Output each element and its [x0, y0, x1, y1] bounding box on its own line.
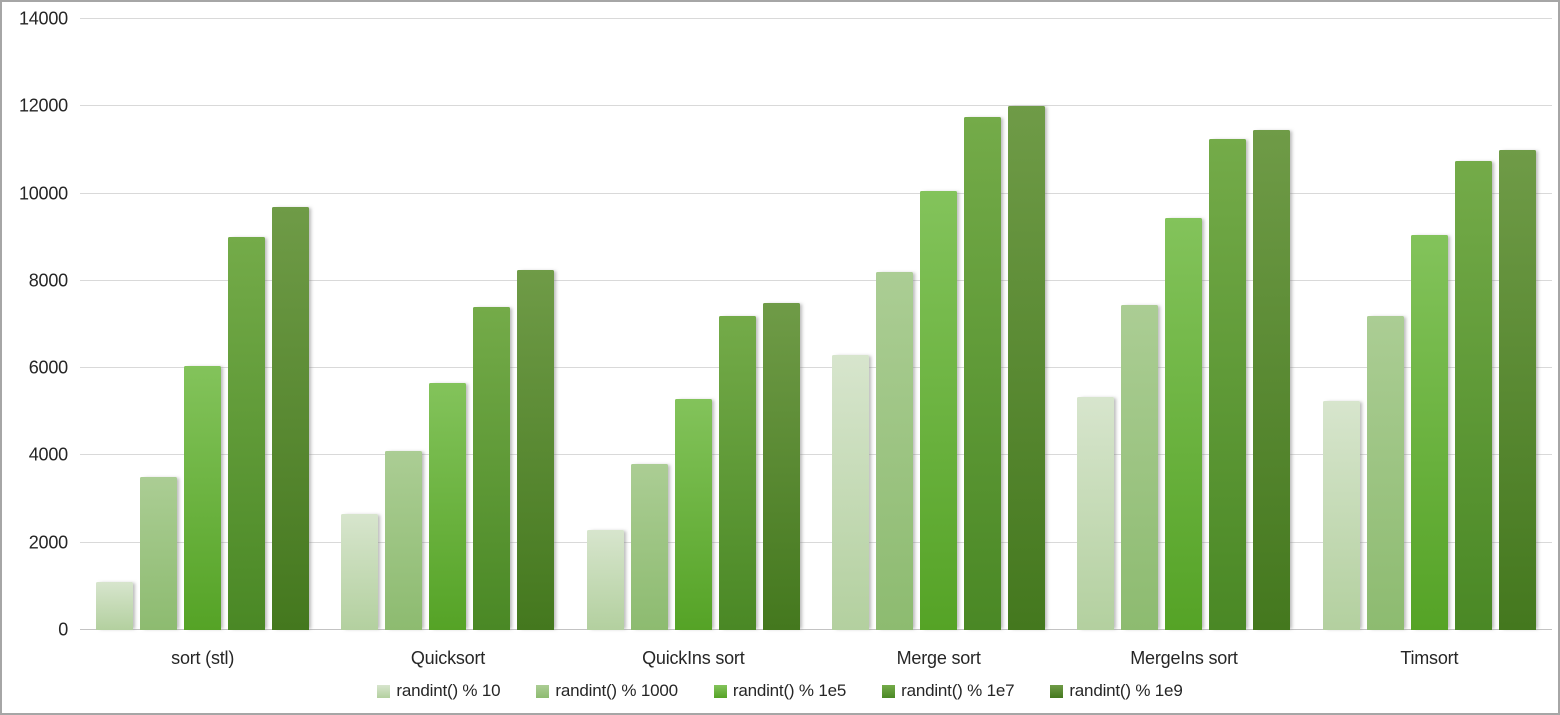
bar-series-5 — [517, 269, 555, 630]
x-axis-category-label: MergeIns sort — [1130, 648, 1238, 668]
x-axis-category-label: Timsort — [1400, 648, 1459, 668]
bar-series-4 — [964, 117, 1002, 630]
plot-area — [80, 18, 1552, 630]
bar-series-2 — [876, 272, 914, 630]
legend-item: randint() % 1e9 — [1050, 681, 1183, 701]
bar-series-1 — [832, 355, 870, 630]
bar-series-5 — [272, 206, 310, 630]
y-axis-tick-label: 4000 — [28, 444, 68, 465]
bar-series-4 — [473, 307, 511, 630]
legend-item: randint() % 1e7 — [882, 681, 1015, 701]
bar-group-sort-stl- — [80, 19, 325, 630]
bar-group-timsort — [1307, 19, 1552, 630]
y-axis-tick-label: 12000 — [18, 95, 68, 116]
gridline — [80, 192, 1552, 194]
legend-item: randint() % 1e5 — [713, 681, 847, 701]
bar-series-1 — [1077, 396, 1115, 630]
legend-label: randint() % 1000 — [555, 681, 678, 700]
bar-series-3 — [184, 365, 222, 630]
y-axis-tick-label: 14000 — [18, 8, 68, 29]
bar-groups-container — [80, 19, 1552, 630]
legend-swatch-icon — [882, 684, 896, 698]
bar-series-4 — [1209, 139, 1247, 630]
x-axis-category-label: sort (stl) — [171, 648, 235, 668]
bar-series-3 — [920, 191, 958, 630]
bar-series-3 — [674, 398, 712, 630]
bar-series-5 — [1498, 149, 1536, 630]
legend-item: randint() % 1000 — [536, 681, 678, 701]
gridline — [80, 541, 1552, 543]
bar-group-mergeins-sort — [1061, 19, 1306, 630]
legend-swatch-icon — [1050, 684, 1064, 698]
y-axis: 0 2000 4000 6000 8000 10000 12000 14000 — [2, 2, 72, 713]
bar-series-1 — [96, 582, 134, 630]
bar-group-quicksort — [325, 19, 570, 630]
y-axis-tick-label: 8000 — [28, 270, 68, 291]
bar-series-4 — [718, 315, 756, 630]
bar-series-4 — [228, 237, 266, 630]
y-axis-tick-label: 6000 — [28, 357, 68, 378]
gridline — [80, 18, 1552, 19]
x-axis-category-label: QuickIns sort — [642, 648, 745, 668]
legend-label: randint() % 1e5 — [732, 681, 847, 700]
bar-series-2 — [385, 451, 423, 630]
x-axis-line — [80, 629, 1552, 630]
bar-series-5 — [1253, 130, 1291, 630]
x-axis-category-label: Quicksort — [410, 648, 486, 668]
x-axis-category-label: Merge sort — [896, 648, 981, 668]
bar-series-3 — [1165, 217, 1203, 630]
legend-label: randint() % 1e7 — [901, 681, 1015, 700]
bar-series-1 — [1322, 400, 1360, 630]
bar-series-4 — [1454, 160, 1492, 630]
gridline — [80, 279, 1552, 281]
legend-item: randint() % 10 — [377, 681, 501, 701]
bar-group-merge-sort — [816, 19, 1061, 630]
bar-series-3 — [1410, 235, 1448, 630]
bar-series-2 — [140, 477, 178, 630]
bar-series-1 — [341, 514, 379, 630]
x-axis: sort (stl) Quicksort QuickIns sort Merge so… — [80, 634, 1552, 669]
legend: randint() % 10 randint() % 1000 randint() … — [2, 681, 1558, 701]
y-axis-tick-label: 10000 — [18, 183, 68, 204]
bar-series-1 — [586, 529, 624, 630]
gridline — [80, 454, 1552, 456]
gridline — [80, 105, 1552, 107]
bar-series-2 — [1121, 304, 1159, 630]
legend-swatch-icon — [713, 684, 727, 698]
bar-series-3 — [429, 383, 467, 630]
bar-group-quickins-sort — [571, 19, 816, 630]
gridline — [80, 367, 1552, 369]
legend-label: randint() % 1e9 — [1069, 681, 1183, 700]
bar-series-2 — [1366, 315, 1404, 630]
y-axis-tick-label: 2000 — [28, 532, 68, 553]
legend-label: randint() % 10 — [396, 681, 501, 700]
bar-series-2 — [630, 464, 668, 630]
legend-swatch-icon — [377, 684, 391, 698]
y-axis-tick-label: 0 — [58, 619, 68, 640]
bar-series-5 — [1008, 106, 1046, 630]
legend-swatch-icon — [536, 684, 550, 698]
bar-series-5 — [762, 302, 800, 630]
